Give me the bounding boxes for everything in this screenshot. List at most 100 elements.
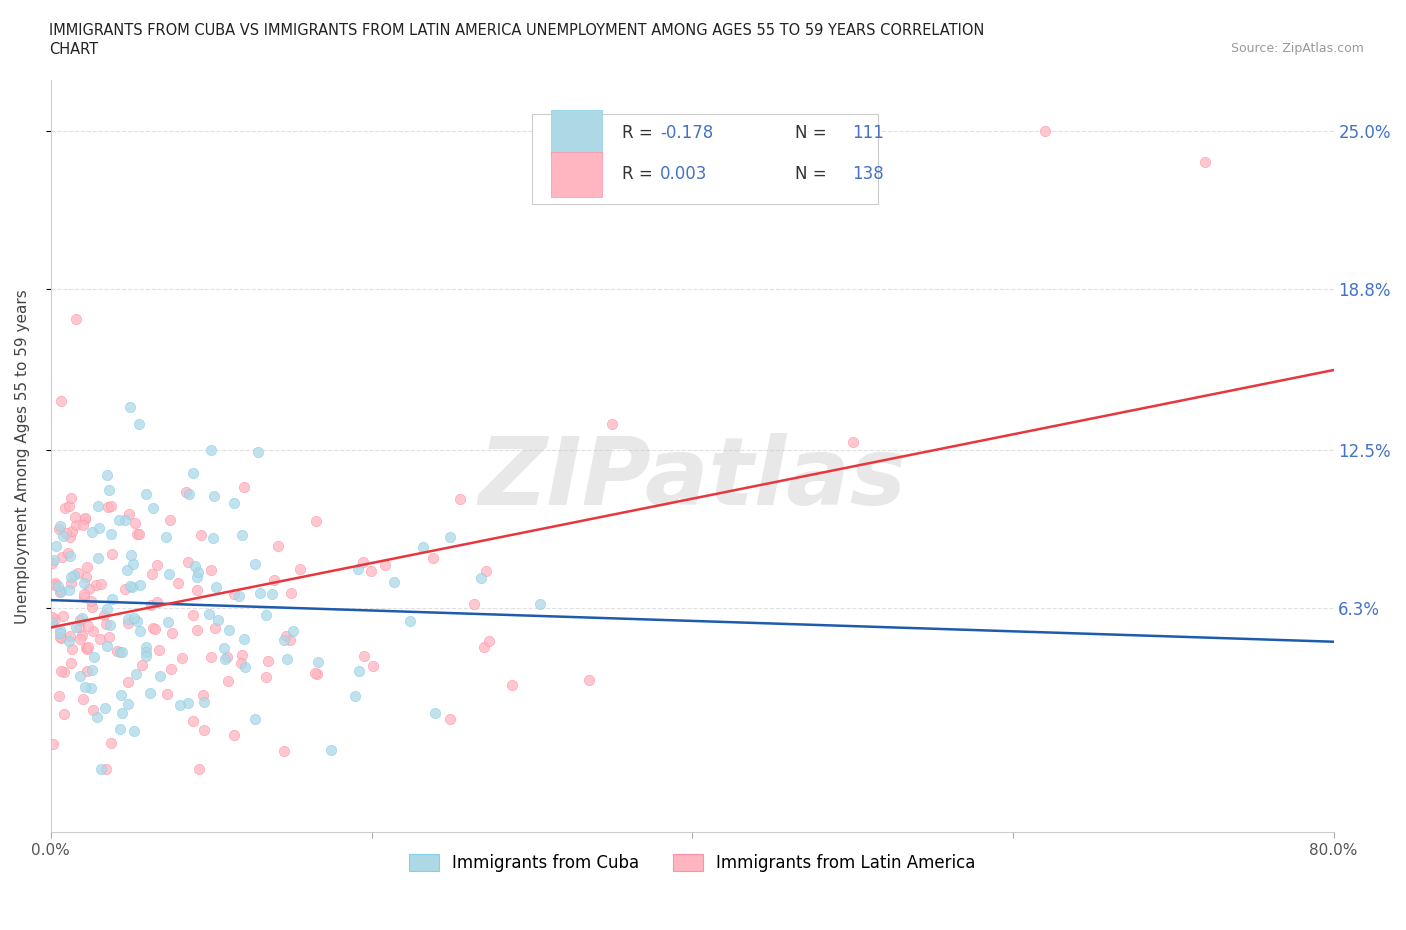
Point <box>246 445 269 459</box>
Point <box>139 685 162 700</box>
Point <box>319 743 342 758</box>
Point <box>48 522 70 537</box>
Point <box>425 706 447 721</box>
Point <box>135 640 157 655</box>
Point <box>232 480 254 495</box>
Point <box>117 675 139 690</box>
Point <box>382 575 405 590</box>
Point <box>70 610 93 625</box>
Point <box>96 639 118 654</box>
Point <box>124 515 146 530</box>
Point <box>48 689 70 704</box>
FancyBboxPatch shape <box>531 114 879 205</box>
Point <box>214 651 236 666</box>
Point <box>472 640 495 655</box>
Point <box>90 577 112 591</box>
Point <box>218 622 240 637</box>
Point <box>69 613 91 628</box>
Point <box>80 681 103 696</box>
Point <box>72 518 94 533</box>
Point <box>231 648 253 663</box>
Point <box>59 628 82 643</box>
Point <box>841 435 863 450</box>
Point <box>266 538 288 553</box>
Point <box>75 569 97 584</box>
Point <box>96 468 118 483</box>
Point <box>63 567 86 582</box>
Point <box>478 634 501 649</box>
Text: -0.178: -0.178 <box>659 124 713 141</box>
Point <box>59 491 82 506</box>
Point <box>304 665 326 680</box>
Point <box>110 688 132 703</box>
Point <box>122 724 145 738</box>
Point <box>53 500 76 515</box>
Point <box>115 563 138 578</box>
Y-axis label: Unemployment Among Ages 55 to 59 years: Unemployment Among Ages 55 to 59 years <box>15 289 30 624</box>
Point <box>177 554 200 569</box>
Point <box>129 623 152 638</box>
Point <box>260 587 283 602</box>
Point <box>1194 154 1216 169</box>
Point <box>44 576 66 591</box>
Point <box>169 698 191 712</box>
Point <box>98 483 121 498</box>
Point <box>143 621 166 636</box>
Point <box>412 539 434 554</box>
Point <box>69 668 91 683</box>
Point <box>60 570 83 585</box>
Point <box>470 571 492 586</box>
Point <box>200 562 222 577</box>
Point <box>352 554 374 569</box>
Text: 138: 138 <box>852 166 884 183</box>
Point <box>347 562 370 577</box>
Point <box>111 706 134 721</box>
Point <box>53 706 76 721</box>
Point <box>75 679 97 694</box>
Point <box>204 579 226 594</box>
Point <box>204 621 226 636</box>
Point <box>142 620 165 635</box>
Point <box>49 394 72 409</box>
Point <box>73 590 96 604</box>
Point <box>63 510 86 525</box>
Point <box>280 586 302 601</box>
Point <box>75 641 97 656</box>
Point <box>501 678 523 693</box>
Point <box>263 572 285 587</box>
Point <box>186 570 208 585</box>
Point <box>72 691 94 706</box>
Point <box>45 538 67 553</box>
Point <box>117 611 139 626</box>
Point <box>76 642 98 657</box>
Point <box>100 527 122 542</box>
Point <box>49 519 72 534</box>
Point <box>90 762 112 777</box>
Text: ZIPatlas: ZIPatlas <box>478 432 907 525</box>
Point <box>307 667 329 682</box>
Point <box>125 667 148 682</box>
Text: CHART: CHART <box>49 42 98 57</box>
Point <box>75 512 97 526</box>
Text: Source: ZipAtlas.com: Source: ZipAtlas.com <box>1230 42 1364 55</box>
Point <box>127 613 149 628</box>
Point <box>141 566 163 581</box>
Point <box>83 649 105 664</box>
Point <box>80 593 103 608</box>
Point <box>118 507 141 522</box>
Point <box>107 644 129 658</box>
Point <box>463 597 485 612</box>
Point <box>131 658 153 673</box>
Point <box>58 498 80 513</box>
Point <box>343 688 366 703</box>
Text: R =: R = <box>621 124 652 141</box>
Point <box>217 674 239 689</box>
Point <box>181 713 204 728</box>
Point <box>44 611 66 626</box>
Point <box>257 654 280 669</box>
Point <box>51 664 73 679</box>
Point <box>127 526 149 541</box>
Point <box>142 501 165 516</box>
Text: N =: N = <box>794 166 827 183</box>
Point <box>449 491 471 506</box>
